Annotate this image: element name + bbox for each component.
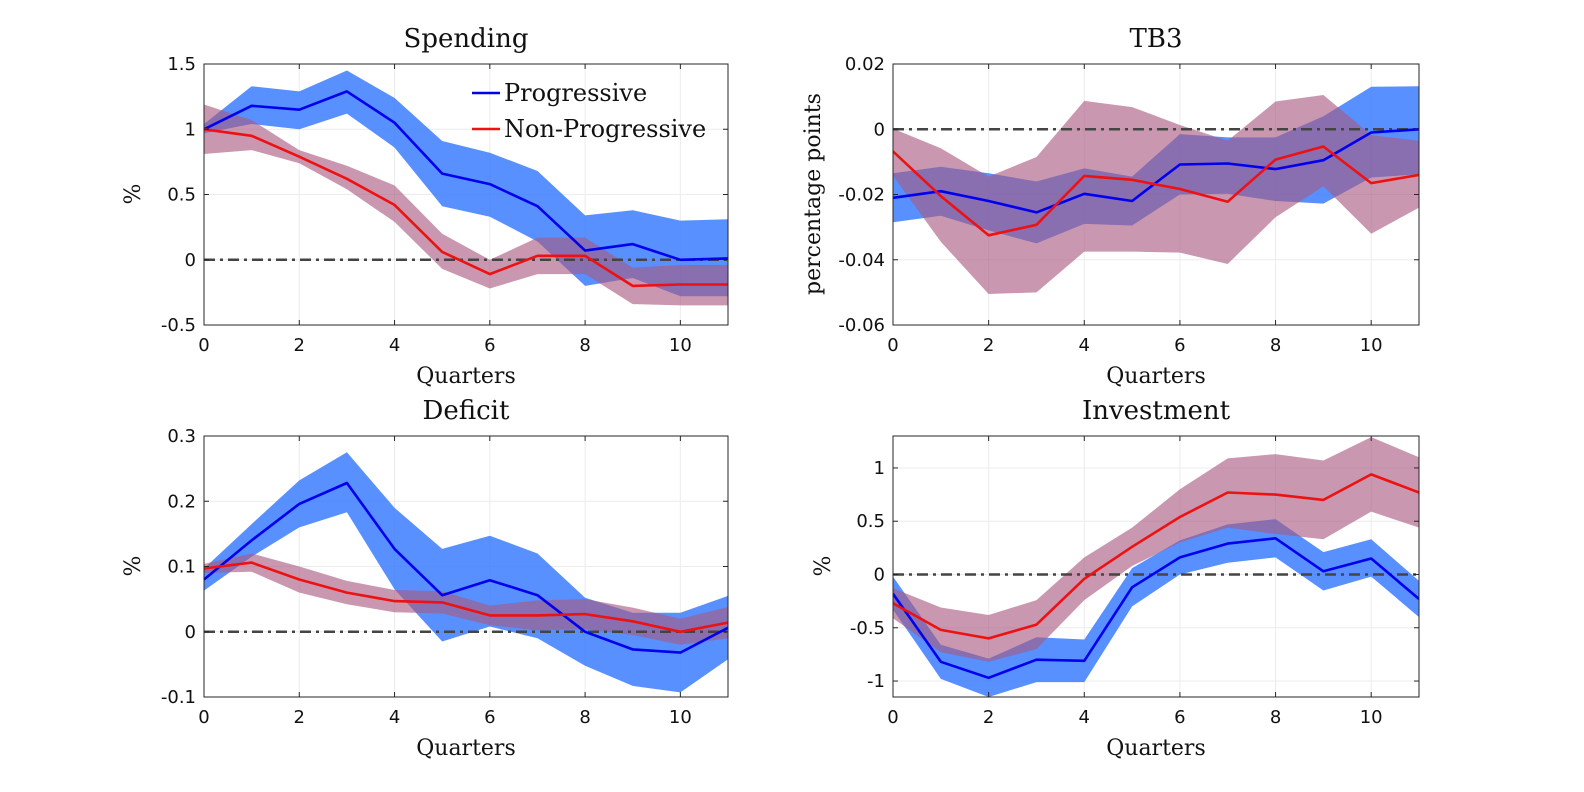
plot-content (893, 86, 1419, 294)
x-tick-label: 0 (887, 335, 898, 356)
y-tick-label: 0.5 (856, 511, 885, 532)
panel-deficit: Deficit Quarters % 0 2 4 6 8 10-0.100.10.20.3 (121, 396, 729, 761)
y-tick-label: 1 (874, 458, 885, 479)
x-axis-label: Quarters (1106, 364, 1206, 389)
x-tick-label: 0 (198, 707, 209, 728)
y-tick-label: -0.04 (838, 250, 885, 271)
x-axis-label: Quarters (1106, 736, 1206, 761)
x-tick-label: 2 (294, 335, 305, 356)
x-axis-label: Quarters (416, 364, 516, 389)
series-line-progressive (893, 536, 1419, 680)
x-tick-label: 10 (1360, 335, 1383, 356)
x-tick-label: 2 (983, 707, 994, 728)
y-tick-label: -0.1 (161, 687, 196, 708)
x-tick-label: 8 (579, 707, 590, 728)
y-tick-label: 1 (185, 119, 196, 140)
y-tick-label: 0 (185, 250, 196, 271)
y-tick-label: 0.2 (167, 491, 196, 512)
y-tick-label: 0.02 (845, 54, 885, 75)
x-tick-label: 2 (983, 335, 994, 356)
y-tick-label: 0 (185, 622, 196, 643)
confidence-band-non-progressive (893, 95, 1419, 294)
series-line-non-progressive (893, 145, 1419, 237)
confidence-band-non-progressive (204, 104, 728, 306)
x-tick-label: 4 (1079, 707, 1090, 728)
x-tick-label: 8 (1270, 707, 1281, 728)
confidence-band-progressive (893, 519, 1419, 697)
series-line-progressive (893, 128, 1419, 214)
plot-content (204, 452, 728, 693)
x-tick-label: 6 (484, 707, 495, 728)
y-tick-label: 1.5 (167, 54, 196, 75)
y-axis-label: percentage points (801, 93, 826, 295)
y-axis-label: % (811, 556, 836, 577)
x-tick-label: 10 (669, 707, 692, 728)
y-tick-label: 0.3 (167, 426, 196, 447)
y-tick-label: 0 (874, 119, 885, 140)
panel-title: Spending (404, 24, 529, 54)
x-tick-label: 0 (198, 335, 209, 356)
x-tick-label: 4 (1079, 335, 1090, 356)
series-line-non-progressive (893, 473, 1419, 640)
confidence-band-non-progressive (204, 553, 728, 645)
confidence-band-progressive (204, 70, 728, 297)
x-tick-label: 2 (294, 707, 305, 728)
y-axis-label: % (121, 184, 146, 205)
y-tick-label: -1 (867, 671, 885, 692)
x-tick-label: 4 (389, 335, 400, 356)
plot-content (893, 437, 1419, 697)
panel-investment: Investment Quarters % 0 2 4 6 8 10 -1 -0.5 0 0.5 1 (811, 396, 1420, 761)
y-axis-label: % (121, 556, 146, 577)
plot-frame (892, 435, 1420, 698)
x-tick-label: 10 (1360, 707, 1383, 728)
x-tick-label: 6 (484, 335, 495, 356)
x-tick-label: 10 (669, 335, 692, 356)
series-line-progressive (204, 481, 728, 654)
panel-title: Investment (1082, 396, 1231, 426)
y-tick-label: -0.5 (850, 618, 885, 639)
x-tick-label: 6 (1174, 335, 1185, 356)
x-axis-label: Quarters (416, 736, 516, 761)
y-tick-label: 0.1 (167, 557, 196, 578)
panel-tb3: TB3 Quarters percentage points 0 2 4 6 8 10 -0… (801, 24, 1420, 389)
y-tick-label: 0 (874, 564, 885, 585)
confidence-band-non-progressive (893, 437, 1419, 662)
y-tick-label: 0.5 (167, 185, 196, 206)
panel-title: TB3 (1130, 24, 1183, 54)
legend-label-non-progressive: Non-Progressive (504, 115, 706, 143)
y-tick-label: -0.02 (838, 185, 885, 206)
x-tick-label: 4 (389, 707, 400, 728)
panel-spending: Spending Quarters % 0 2 4 6 8 10-0.500.511.5 (121, 24, 729, 389)
x-tick-label: 8 (1270, 335, 1281, 356)
legend: Progressive Non-Progressive (472, 79, 706, 143)
series-line-non-progressive (204, 128, 728, 288)
panel-title: Deficit (423, 396, 510, 426)
series-line-progressive (204, 90, 728, 262)
x-tick-label: 6 (1174, 707, 1185, 728)
x-tick-label: 8 (579, 335, 590, 356)
legend-label-progressive: Progressive (504, 79, 647, 107)
y-tick-label: -0.5 (161, 315, 196, 336)
x-tick-label: 0 (887, 707, 898, 728)
plot-content (204, 70, 728, 306)
series-line-non-progressive (204, 561, 728, 634)
y-tick-label: -0.06 (838, 315, 885, 336)
